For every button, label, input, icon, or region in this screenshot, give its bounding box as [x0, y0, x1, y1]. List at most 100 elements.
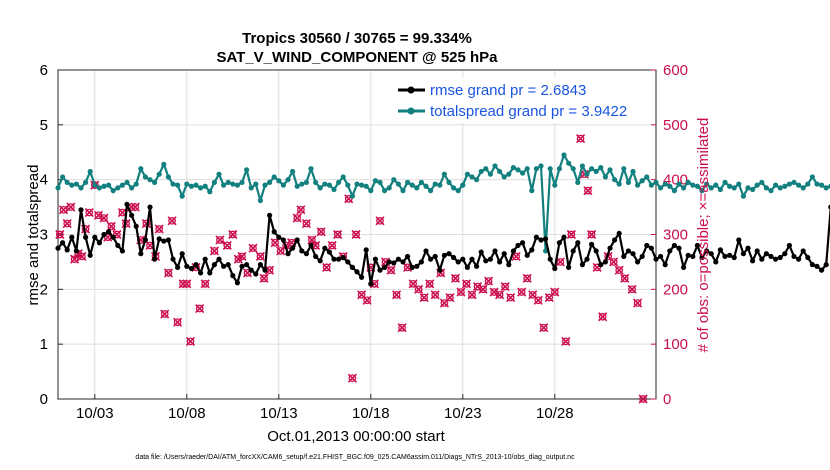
rmse-point	[492, 248, 498, 254]
rmse-point	[414, 263, 420, 269]
totalspread-point	[216, 171, 222, 177]
rmse-point	[354, 269, 360, 275]
totalspread-point	[566, 160, 572, 166]
rmse-point	[543, 236, 549, 242]
obs-point	[130, 202, 140, 212]
obs-point	[322, 262, 332, 272]
obs-point	[255, 251, 265, 261]
obs-point	[445, 292, 455, 303]
obs-point	[500, 282, 510, 292]
rmse-point	[501, 251, 507, 257]
rmse-point	[368, 281, 374, 287]
obs-point	[633, 298, 643, 308]
totalspread-point	[593, 168, 599, 175]
rmse-point	[736, 237, 742, 243]
totalspread-point	[506, 171, 512, 177]
rmse-point	[257, 262, 263, 268]
totalspread-point	[239, 179, 245, 186]
totalspread-point	[336, 179, 342, 186]
obs-point	[627, 284, 637, 294]
rmse-point	[782, 251, 788, 257]
totalspread-point	[313, 179, 319, 186]
totalspread-point	[234, 182, 240, 188]
totalspread-point	[731, 185, 737, 191]
totalspread-point	[198, 185, 204, 191]
rmse-point	[248, 267, 254, 273]
totalspread-point	[138, 166, 144, 172]
obs-point	[200, 279, 210, 289]
rmse-point	[497, 259, 503, 265]
totalspread-point	[322, 181, 328, 187]
totalspread-point	[363, 183, 369, 189]
rmse-point	[529, 247, 535, 253]
rmse-point	[796, 256, 802, 262]
rmse-point	[437, 267, 443, 273]
rmse-point	[96, 240, 102, 246]
totalspread-point	[276, 178, 282, 184]
obs-point	[222, 240, 232, 251]
totalspread-point	[331, 186, 337, 193]
totalspread-point	[78, 185, 84, 191]
totalspread-point	[129, 185, 135, 191]
totalspread-point	[681, 185, 687, 191]
obs-point	[533, 295, 543, 305]
totalspread-point	[359, 182, 365, 188]
rmse-point	[478, 249, 484, 255]
rmse-point	[699, 254, 705, 261]
x-tick-label: 10/08	[168, 405, 206, 422]
totalspread-point	[727, 183, 733, 189]
legend-rmse-label: rmse grand pr = 2.6843	[430, 82, 586, 99]
rmse-point	[740, 251, 747, 257]
rmse-point	[161, 238, 167, 244]
totalspread-point	[441, 171, 447, 177]
obs-point	[483, 276, 494, 286]
obs-point	[296, 205, 306, 215]
totalspread-point	[133, 181, 139, 187]
totalspread-point	[474, 177, 480, 183]
rmse-point	[575, 240, 581, 246]
obs-point	[163, 268, 173, 278]
rmse-point	[552, 265, 558, 272]
totalspread-point	[538, 163, 544, 169]
obs-point	[160, 309, 170, 319]
totalspread-point	[713, 182, 719, 188]
totalspread-point	[96, 185, 102, 191]
totalspread-point	[170, 181, 176, 187]
y-tick-label: 4	[40, 172, 48, 189]
totalspread-point	[552, 182, 558, 188]
totalspread-point	[533, 166, 540, 172]
rmse-point	[262, 267, 268, 273]
totalspread-point	[460, 182, 466, 188]
obs-point	[456, 287, 466, 297]
obs-point	[375, 216, 385, 226]
totalspread-point	[786, 181, 793, 187]
rmse-point	[432, 253, 438, 260]
obs-point	[397, 323, 407, 333]
rmse-point	[276, 234, 282, 240]
rmse-point	[239, 263, 245, 269]
obs-point	[316, 227, 326, 237]
totalspread-point	[184, 181, 190, 187]
y-tick-label: 0	[40, 391, 48, 408]
rmse-point	[322, 245, 328, 251]
rmse-point	[446, 251, 452, 257]
obs-point	[550, 287, 560, 297]
rmse-point	[152, 256, 158, 262]
y-tick-label: 2	[40, 281, 48, 298]
rmse-point	[487, 256, 493, 262]
totalspread-point	[589, 166, 595, 172]
rmse-point	[676, 245, 682, 251]
totalspread-point	[414, 185, 420, 191]
legend-rmse-marker	[407, 86, 415, 94]
totalspread-point	[759, 179, 765, 186]
rmse-point	[211, 262, 217, 268]
y-right-tick-label: 600	[663, 62, 688, 79]
totalspread-point	[745, 185, 751, 191]
rmse-point	[455, 259, 461, 265]
totalspread-point	[317, 185, 323, 191]
rmse-point	[156, 236, 162, 242]
obs-point	[467, 290, 477, 300]
rmse-point	[777, 254, 783, 261]
totalspread-point	[244, 167, 250, 173]
totalspread-point	[432, 181, 438, 187]
